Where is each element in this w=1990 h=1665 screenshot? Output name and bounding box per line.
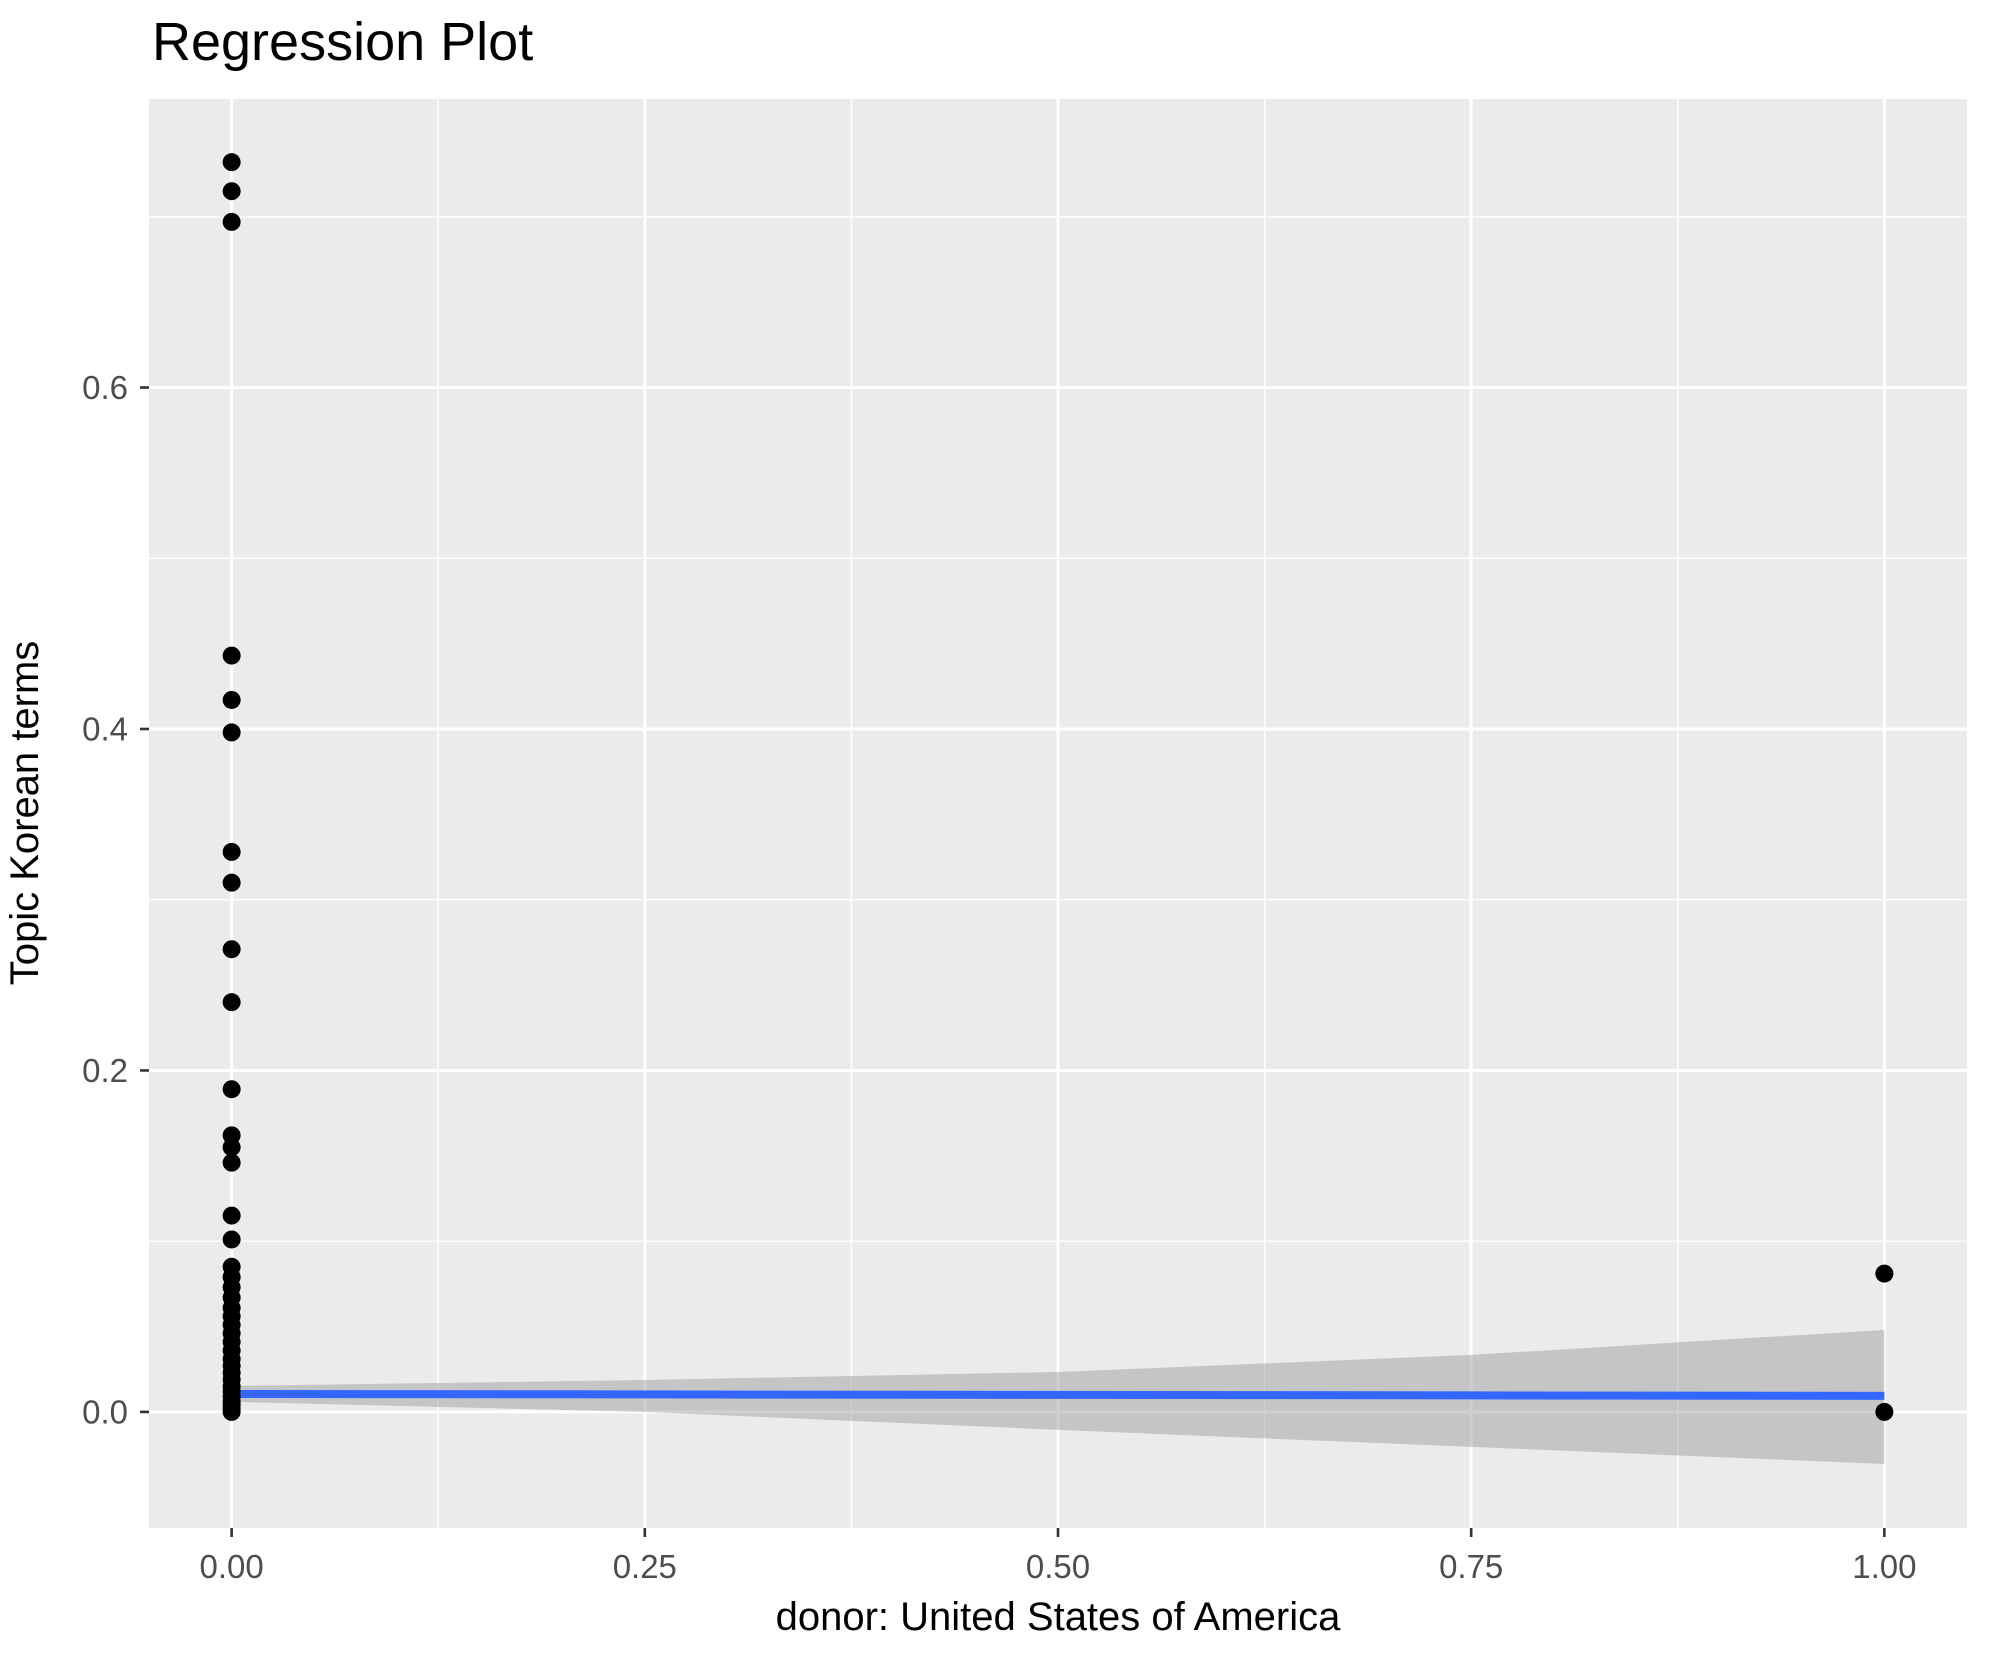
y-tick-label: 0.2 bbox=[82, 1052, 128, 1089]
data-point bbox=[222, 1080, 241, 1099]
data-point bbox=[222, 723, 241, 742]
data-point bbox=[1875, 1264, 1894, 1283]
x-tick-label: 0.25 bbox=[613, 1548, 677, 1585]
data-point bbox=[222, 1206, 241, 1225]
y-axis-title: Topic Korean terms bbox=[3, 641, 47, 986]
data-point bbox=[222, 940, 241, 959]
y-tick-label: 0.0 bbox=[82, 1393, 128, 1430]
data-point bbox=[222, 1153, 241, 1172]
y-tick-labels: 0.0 0.2 0.4 0.6 bbox=[82, 369, 128, 1430]
data-point bbox=[222, 646, 241, 665]
x-tick-label: 0.00 bbox=[200, 1548, 264, 1585]
chart-title: Regression Plot bbox=[152, 12, 533, 72]
regression-line-path bbox=[231, 1389, 1885, 1400]
scatter-points bbox=[222, 153, 1894, 1421]
x-tick-label: 0.75 bbox=[1439, 1548, 1503, 1585]
data-point bbox=[222, 1230, 241, 1249]
x-axis-title: donor: United States of America bbox=[776, 1595, 1342, 1639]
data-point bbox=[222, 690, 241, 709]
data-point bbox=[1875, 1402, 1894, 1421]
data-point bbox=[222, 1138, 241, 1157]
data-point bbox=[222, 212, 241, 231]
x-tick-label: 0.50 bbox=[1026, 1548, 1090, 1585]
axis-tick-marks bbox=[140, 386, 1886, 1537]
data-point bbox=[222, 1402, 241, 1421]
x-tick-label: 1.00 bbox=[1852, 1548, 1916, 1585]
x-tick-labels: 0.00 0.25 0.50 0.75 1.00 bbox=[200, 1548, 1917, 1585]
major-gridlines bbox=[149, 99, 1967, 1528]
data-point bbox=[222, 993, 241, 1012]
regression-line bbox=[231, 1389, 1885, 1400]
y-tick-label: 0.6 bbox=[82, 369, 128, 406]
y-tick-label: 0.4 bbox=[82, 711, 128, 748]
data-point bbox=[222, 873, 241, 892]
data-point bbox=[222, 153, 241, 172]
data-point bbox=[222, 842, 241, 861]
data-point bbox=[222, 182, 241, 201]
